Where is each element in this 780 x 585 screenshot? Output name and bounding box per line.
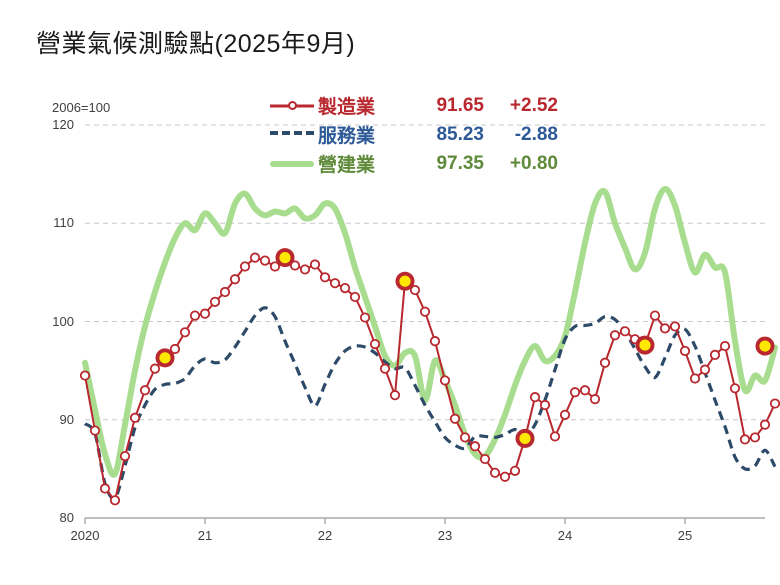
series-construction	[82, 185, 778, 478]
legend-label-construction: 營建業	[318, 155, 376, 176]
legend-label-services: 服務業	[318, 126, 376, 147]
gridlines	[85, 124, 765, 519]
legend-swatch-manufacturing-icon	[268, 96, 316, 116]
legend-delta-manufacturing: +2.52	[509, 94, 558, 116]
x-axis-tick-22: 22	[317, 528, 333, 543]
legend-delta-services: -2.88	[514, 123, 558, 145]
chart-legend: 製造業 91.65 +2.52 服務業 85.23 -2.88 營建業 97.3…	[268, 92, 558, 177]
y-axis-tick-80: 80	[59, 510, 74, 525]
legend-value-manufacturing: 91.65	[436, 94, 484, 116]
page-title: 營業氣候測驗點(2025年9月)	[36, 30, 356, 58]
legend-delta-construction: +0.80	[509, 152, 558, 174]
y-axis-tick-110: 110	[53, 215, 74, 231]
x-axis-tick-24: 24	[557, 528, 573, 543]
series-services	[83, 306, 777, 501]
y-axis-tick-90: 90	[59, 411, 74, 427]
x-axis-tick-21: 21	[197, 528, 213, 543]
legend-row-services[interactable]: 服務業 85.23 -2.88	[268, 121, 558, 148]
highlight-markers	[155, 248, 775, 448]
x-axis-tick-23: 23	[437, 528, 453, 543]
legend-value-construction: 97.35	[436, 152, 484, 174]
y-axis-tick-100: 100	[52, 313, 74, 329]
y-axis-unit-note: 2006=100	[52, 100, 111, 115]
axis-lines	[84, 517, 765, 524]
legend-label-manufacturing: 製造業	[318, 97, 376, 118]
legend-swatch-services-icon	[268, 125, 316, 145]
x-axis-tick-2020: 2020	[70, 528, 100, 543]
legend-value-services: 85.23	[436, 123, 484, 145]
legend-row-manufacturing[interactable]: 製造業 91.65 +2.52	[268, 92, 558, 119]
legend-swatch-construction-icon	[268, 154, 316, 174]
y-axis-tick-120: 120	[52, 117, 74, 132]
legend-row-construction[interactable]: 營建業 97.35 +0.80	[268, 150, 558, 177]
x-axis-tick-25: 25	[677, 528, 693, 543]
